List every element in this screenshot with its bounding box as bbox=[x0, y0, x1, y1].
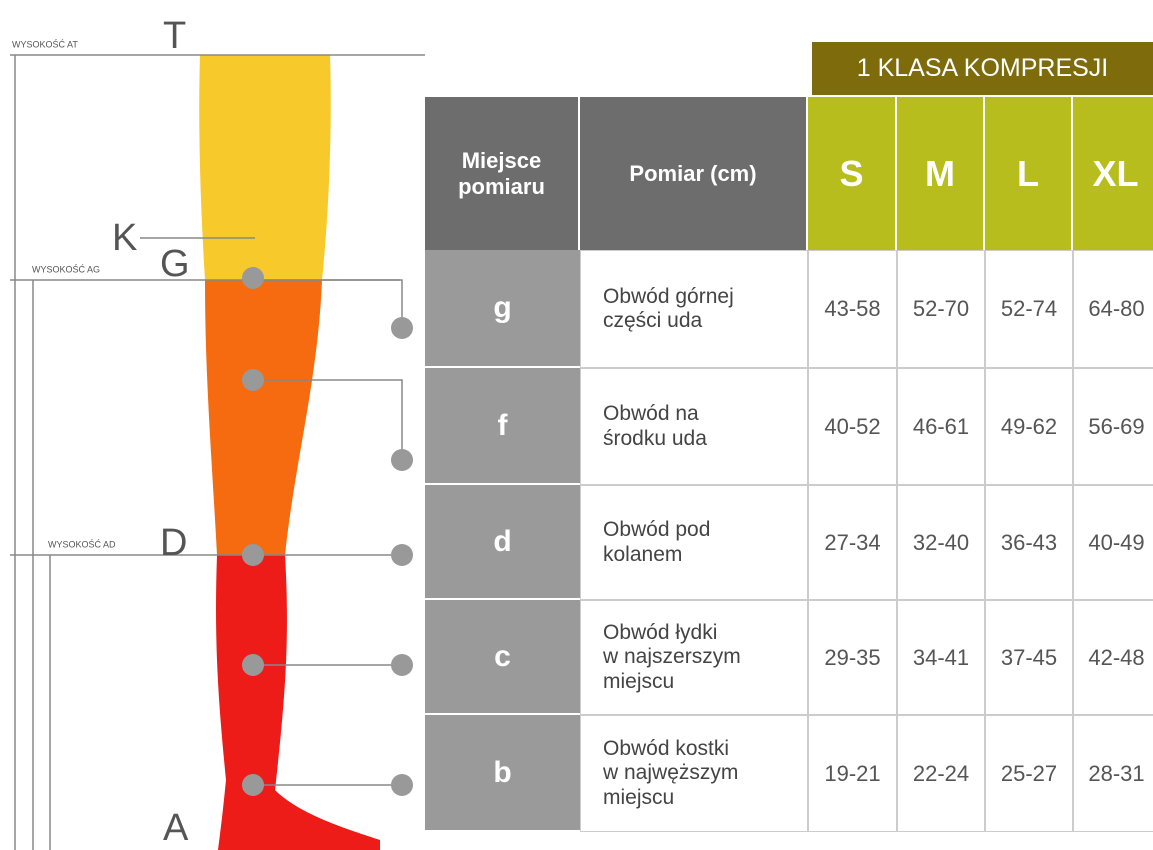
size-range: 40-52 bbox=[808, 368, 897, 485]
point-label: T bbox=[163, 15, 186, 57]
size-range: 29-35 bbox=[808, 600, 897, 715]
size-range: 49-62 bbox=[985, 368, 1073, 485]
size-range: 52-74 bbox=[985, 250, 1073, 368]
measurement: Obwód kostki w najwęższym miejscu bbox=[580, 715, 808, 832]
point-label: K bbox=[112, 217, 137, 259]
size-range: 43-58 bbox=[808, 250, 897, 368]
size-range: 34-41 bbox=[897, 600, 985, 715]
column-header: XL bbox=[1073, 97, 1153, 250]
height-label: WYSOKOŚĆ AD bbox=[48, 538, 116, 549]
size-range: 28-31 bbox=[1073, 715, 1153, 832]
leg-diagram: WYSOKOŚĆ AT WYSOKOŚĆ AG WYSOKOŚĆ AD T K … bbox=[0, 0, 425, 850]
column-header: L bbox=[985, 97, 1073, 250]
size-range: 46-61 bbox=[897, 368, 985, 485]
size-range: 19-21 bbox=[808, 715, 897, 832]
size-range: 64-80 bbox=[1073, 250, 1153, 368]
thigh-upper bbox=[199, 55, 330, 280]
point-label: G bbox=[160, 243, 190, 285]
row-code: d bbox=[425, 485, 580, 600]
size-range: 52-70 bbox=[897, 250, 985, 368]
measurement: Obwód górnej części uda bbox=[580, 250, 808, 368]
height-label: WYSOKOŚĆ AG bbox=[32, 263, 100, 274]
point-label: A bbox=[163, 807, 189, 849]
column-header: S bbox=[808, 97, 897, 250]
size-range: 25-27 bbox=[985, 715, 1073, 832]
size-range: 36-43 bbox=[985, 485, 1073, 600]
column-header: Pomiar (cm) bbox=[580, 97, 808, 250]
size-range: 22-24 bbox=[897, 715, 985, 832]
size-range: 40-49 bbox=[1073, 485, 1153, 600]
size-range: 56-69 bbox=[1073, 368, 1153, 485]
column-header: Miejsce pomiaru bbox=[425, 97, 580, 250]
size-range: 32-40 bbox=[897, 485, 985, 600]
measurement: Obwód pod kolanem bbox=[580, 485, 808, 600]
thigh-lower bbox=[205, 280, 322, 555]
row-code: g bbox=[425, 250, 580, 368]
size-range: 37-45 bbox=[985, 600, 1073, 715]
column-header: M bbox=[897, 97, 985, 250]
page: WYSOKOŚĆ AT WYSOKOŚĆ AG WYSOKOŚĆ AD T K … bbox=[0, 0, 1153, 850]
size-range: 42-48 bbox=[1073, 600, 1153, 715]
measurement: Obwód łydki w najszerszym miejscu bbox=[580, 600, 808, 715]
class-header: 1 KLASA KOMPRESJI bbox=[812, 42, 1153, 95]
row-code: b bbox=[425, 715, 580, 832]
size-range: 27-34 bbox=[808, 485, 897, 600]
row-code: f bbox=[425, 368, 580, 485]
shin bbox=[216, 555, 380, 850]
row-code: c bbox=[425, 600, 580, 715]
height-label: WYSOKOŚĆ AT bbox=[12, 38, 78, 49]
measurement: Obwód na środku uda bbox=[580, 368, 808, 485]
point-label: D bbox=[160, 522, 187, 564]
